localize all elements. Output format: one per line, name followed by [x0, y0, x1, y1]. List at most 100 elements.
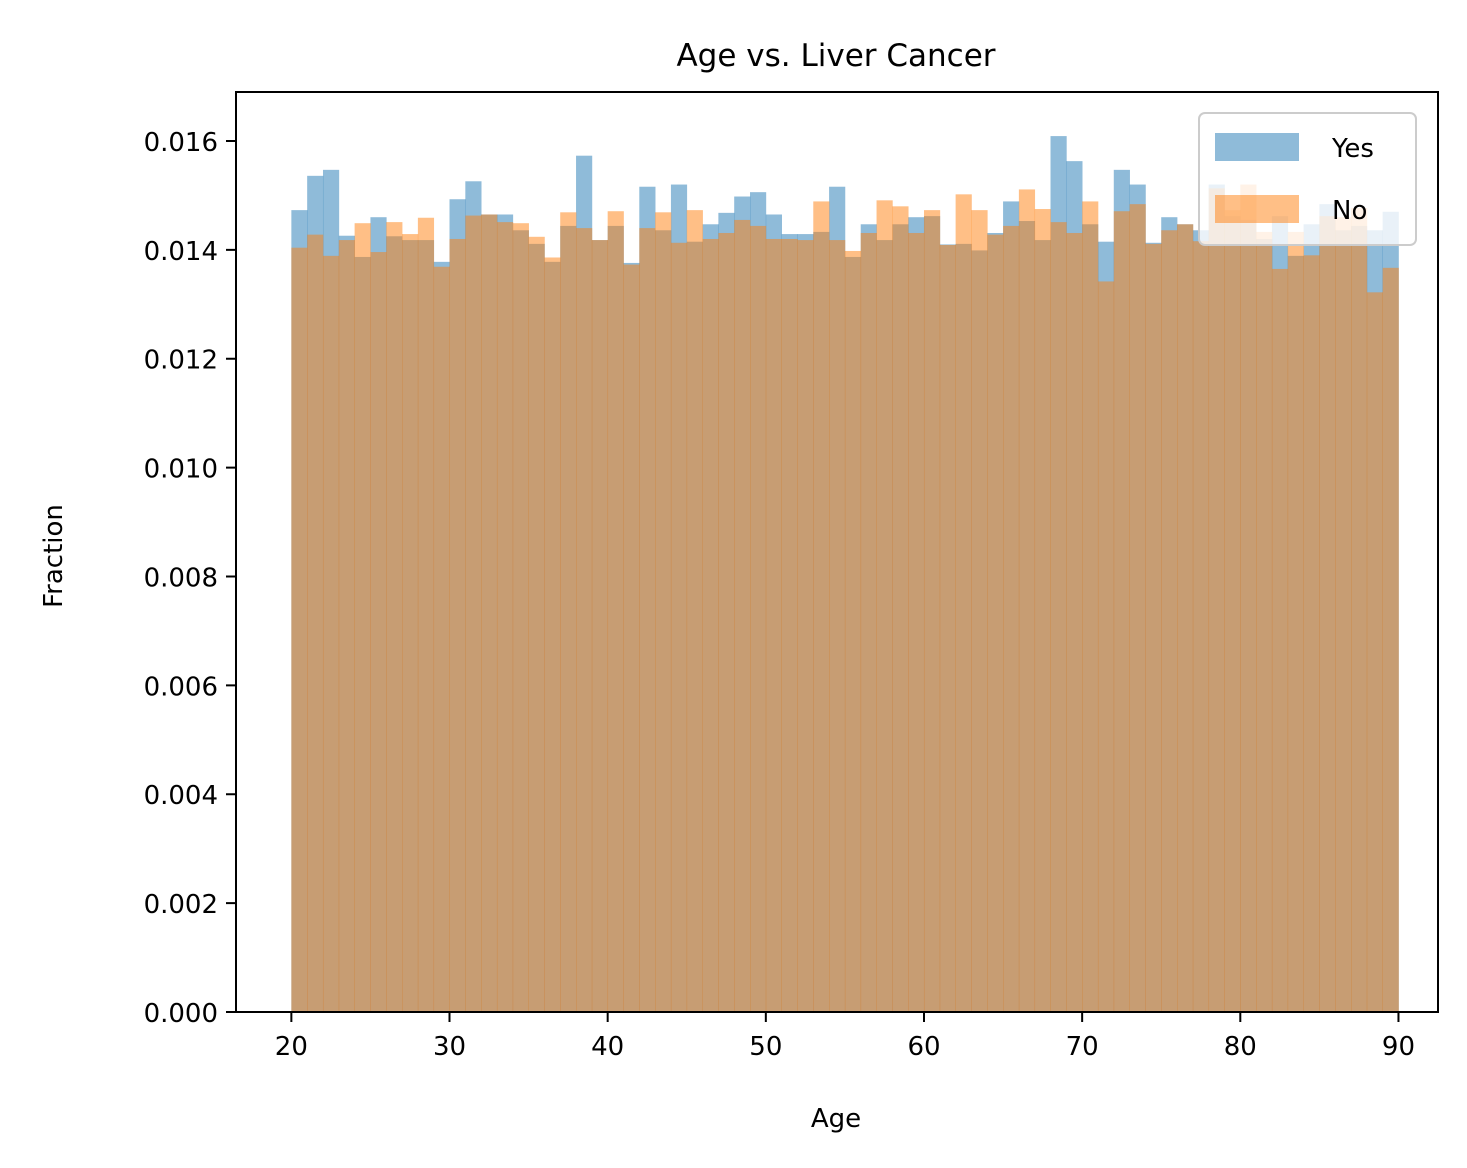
bar-no-57: [876, 200, 893, 1012]
bar-no-65: [1003, 225, 1020, 1013]
x-tick-label: 40: [591, 1032, 624, 1062]
bar-no-72: [1113, 211, 1130, 1013]
bar-no-45: [686, 210, 703, 1012]
x-tick-label: 90: [1382, 1032, 1415, 1062]
bar-no-28: [417, 217, 435, 1012]
legend: Yes No: [1198, 112, 1417, 246]
bar-no-68: [1050, 222, 1067, 1013]
bar-no-74: [1145, 243, 1162, 1012]
legend-label-yes: Yes: [1331, 134, 1374, 164]
y-tick-label: 0.014: [144, 237, 218, 267]
bar-no-44: [670, 242, 688, 1013]
bar-no-67: [1034, 209, 1051, 1013]
bar-no-85: [1319, 216, 1336, 1012]
bar-no-88: [1366, 292, 1383, 1013]
bar-no-37: [560, 212, 577, 1012]
bar-no-63: [971, 210, 988, 1012]
bar-no-56: [860, 232, 877, 1013]
bar-no-87: [1351, 207, 1368, 1012]
bar-no-29: [433, 266, 450, 1012]
bar-no-21: [307, 234, 324, 1012]
bar-no-39: [591, 240, 609, 1012]
bar-no-42: [639, 228, 656, 1013]
legend-swatch-no: [1215, 195, 1299, 223]
x-tick-label: 80: [1224, 1032, 1257, 1062]
bar-no-82: [1271, 268, 1289, 1012]
bar-no-71: [1097, 281, 1115, 1012]
bar-no-75: [1161, 230, 1178, 1012]
bar-no-53: [813, 201, 830, 1013]
bar-no-35: [528, 236, 545, 1013]
x-tick-label: 30: [433, 1032, 466, 1062]
bar-no-43: [655, 212, 672, 1012]
bar-no-55: [844, 250, 862, 1012]
series-no: [291, 184, 1399, 1013]
y-tick-label: 0.016: [144, 128, 218, 158]
bar-no-46: [702, 238, 719, 1013]
bar-no-54: [829, 240, 846, 1012]
bar-no-51: [781, 238, 798, 1013]
x-tick-label: 20: [275, 1032, 308, 1062]
bar-no-30: [449, 238, 466, 1013]
bar-no-69: [1066, 232, 1083, 1013]
y-tick-label: 0.000: [144, 999, 218, 1029]
y-tick-label: 0.004: [144, 781, 218, 811]
bar-no-77: [1192, 241, 1210, 1012]
bar-no-62: [955, 194, 972, 1013]
bar-no-48: [734, 219, 751, 1012]
bar-no-60: [923, 210, 941, 1012]
bar-no-70: [1082, 201, 1099, 1013]
bar-no-41: [623, 264, 640, 1012]
bar-no-78: [1208, 188, 1225, 1013]
bar-no-20: [291, 247, 308, 1012]
bar-no-34: [512, 223, 529, 1012]
bar-no-73: [1129, 204, 1146, 1012]
bar-no-38: [576, 228, 593, 1013]
bar-no-81: [1256, 231, 1273, 1012]
x-axis: 20 30 40 50 60 70 80 90: [275, 1012, 1415, 1062]
bar-no-80: [1240, 184, 1257, 1013]
y-axis: 0.000 0.002 0.004 0.006 0.008 0.010 0.012 0.014…: [144, 128, 236, 1029]
bar-no-23: [338, 240, 355, 1012]
bar-no-58: [892, 206, 909, 1012]
x-tick-label: 70: [1066, 1032, 1099, 1062]
x-tick-label: 50: [749, 1032, 782, 1062]
legend-label-no: No: [1332, 196, 1367, 226]
bar-no-61: [939, 244, 956, 1013]
bar-no-25: [370, 252, 387, 1013]
legend-box: [1198, 112, 1417, 246]
bar-no-59: [908, 232, 925, 1013]
bar-no-83: [1287, 231, 1304, 1012]
bar-no-52: [797, 240, 814, 1012]
histogram-bars: [291, 136, 1399, 1013]
bar-no-76: [1177, 224, 1194, 1012]
bar-no-66: [1018, 189, 1036, 1012]
bar-no-64: [987, 234, 1004, 1012]
x-tick-label: 60: [907, 1032, 940, 1062]
bar-no-84: [1303, 255, 1320, 1012]
bar-no-33: [496, 222, 514, 1013]
bar-no-49: [750, 225, 767, 1013]
chart-title: Age vs. Liver Cancer: [676, 38, 995, 74]
bar-no-86: [1335, 217, 1352, 1012]
bar-no-26: [386, 222, 403, 1013]
y-axis-label: Fraction: [39, 504, 69, 608]
bar-no-31: [465, 215, 482, 1012]
bar-no-50: [765, 238, 782, 1013]
legend-swatch-yes: [1215, 133, 1299, 161]
y-tick-label: 0.002: [144, 890, 218, 920]
bar-no-47: [718, 232, 735, 1013]
y-tick-label: 0.010: [144, 455, 218, 485]
bar-no-24: [354, 223, 371, 1012]
bar-no-89: [1382, 267, 1399, 1013]
bar-no-40: [607, 211, 624, 1013]
bar-no-32: [481, 214, 498, 1013]
bar-no-22: [322, 255, 340, 1013]
y-tick-label: 0.006: [144, 672, 218, 702]
y-tick-label: 0.008: [144, 563, 218, 593]
y-tick-label: 0.012: [144, 346, 218, 376]
bar-no-79: [1224, 210, 1241, 1012]
x-axis-label: Age: [811, 1104, 861, 1134]
bar-no-36: [544, 257, 561, 1012]
